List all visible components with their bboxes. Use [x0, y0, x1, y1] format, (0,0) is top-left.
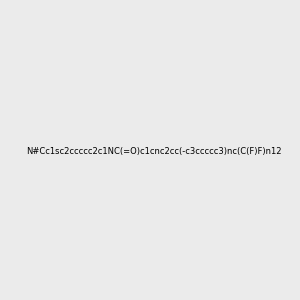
Text: N#Cc1sc2ccccc2c1NC(=O)c1cnc2cc(-c3ccccc3)nc(C(F)F)n12: N#Cc1sc2ccccc2c1NC(=O)c1cnc2cc(-c3ccccc3… — [26, 147, 281, 156]
